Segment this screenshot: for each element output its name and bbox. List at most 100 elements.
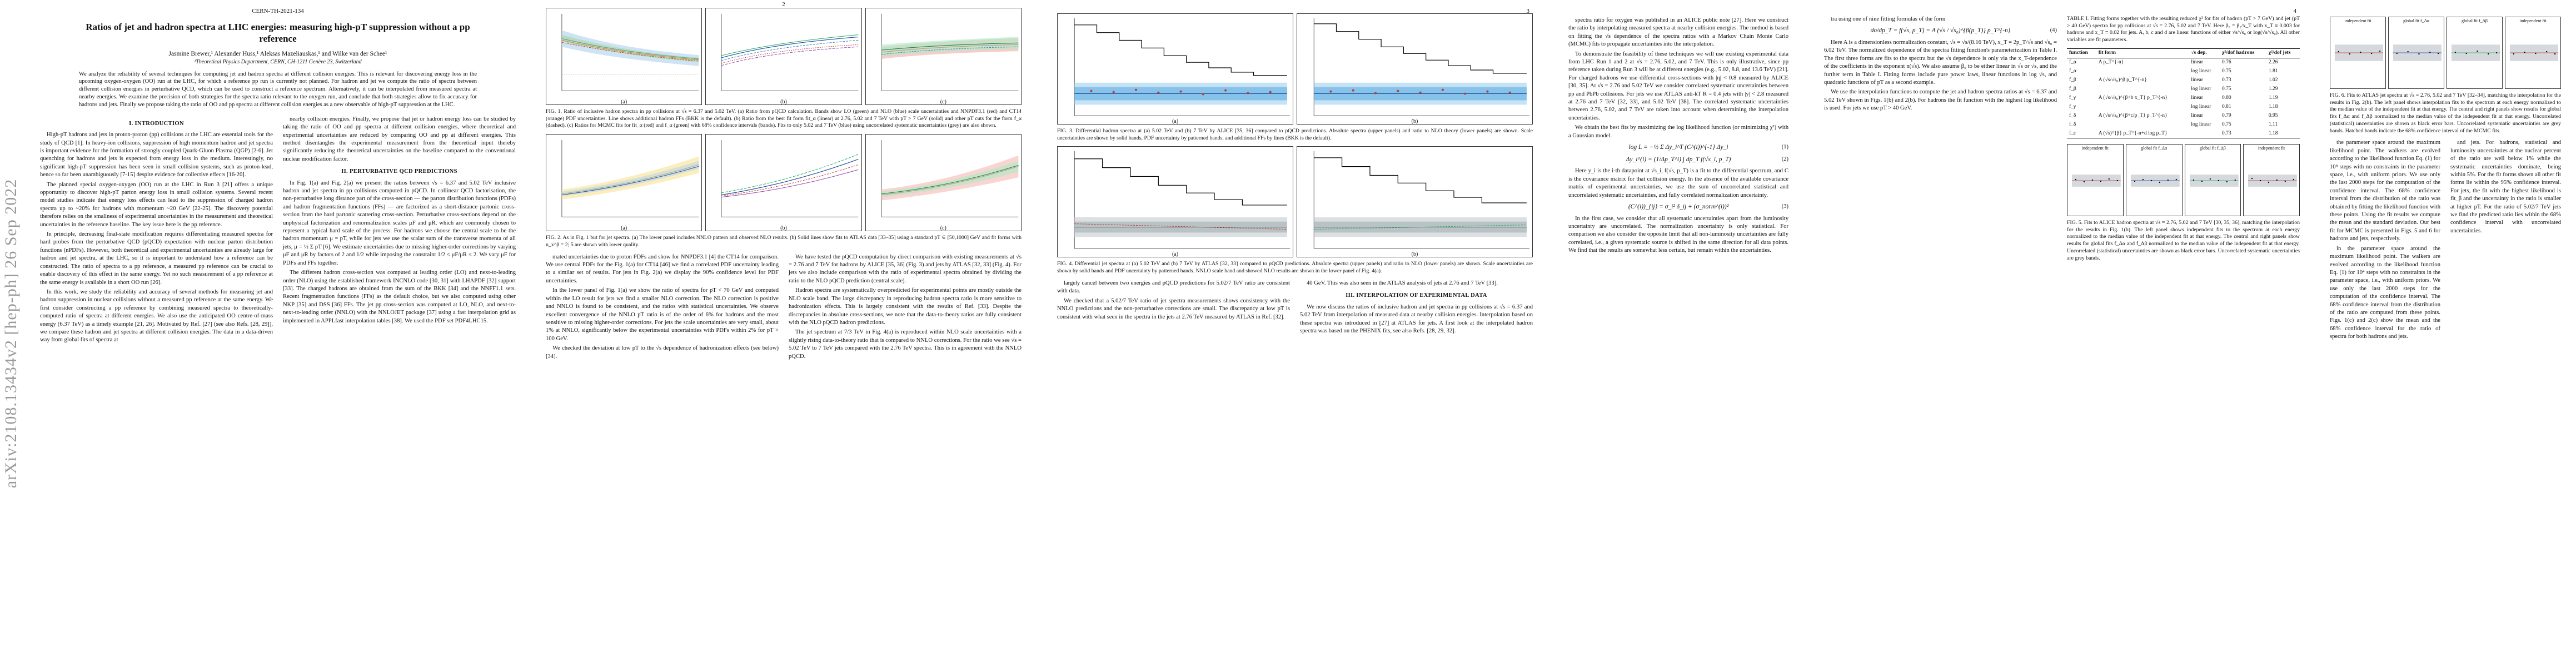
page1-col-left: I. INTRODUCTION High-pT hadrons and jets… — [40, 116, 273, 346]
panel-label: (a) — [1170, 251, 1180, 257]
table-cell: log linear — [2191, 103, 2211, 109]
paragraph: In principle, decreasing final-state mod… — [40, 231, 273, 286]
paragraph: tra using one of nine fitting formulas o… — [1831, 16, 1946, 22]
page-4: 4 tra using one of nine fitting formulas… — [1812, 0, 2312, 667]
page-3: 3 (a) — [1045, 0, 1545, 667]
panel-title: independent fit — [2519, 18, 2547, 23]
equation-number: (2) — [1781, 156, 1788, 162]
table-cell — [2096, 102, 2189, 111]
table-row: f_γ A (√s/√s₀)^{β+b x_T} p_T^{-n} linear 0.… — [2067, 93, 2300, 102]
fig5-panel-global-a: global fit f_Δα — [2125, 144, 2183, 216]
fig1-panel-b: (b) — [705, 8, 862, 105]
paragraph: In the first case, we consider that all … — [1568, 215, 1788, 254]
page4-col-right: TABLE I. Fitting forms together with the… — [2067, 16, 2300, 266]
panel-label: (b) — [779, 99, 789, 104]
authors: Jasmine Brewer,¹ Alexander Huss,¹ Aleksa… — [168, 50, 387, 57]
table-cell: A (√s/√s₀)^{β+c/p_T} p_T^{-n} — [2098, 112, 2168, 118]
page2-col-left: mated uncertainties due to proton PDFs a… — [546, 253, 779, 362]
table-cell: 1.29 — [2268, 86, 2278, 92]
paragraph: nearby collision energies. Finally, we p… — [283, 116, 516, 162]
page4-bottom-columns: the parameter space around the maximum l… — [2330, 139, 2561, 342]
table-cell: linear — [2191, 112, 2203, 118]
table-header-row: function fit form √s dep. χ²/dof hadrons… — [2067, 48, 2300, 58]
figure-4: (a) (b) — [1057, 146, 1533, 258]
table-cell: A (√s/√s₀)^β p_T^{-n} — [2098, 77, 2147, 83]
page1-columns: I. INTRODUCTION High-pT hadrons and jets… — [40, 116, 516, 346]
paragraph: High-pT hadrons and jets in proton-proto… — [40, 132, 273, 178]
panel-label: (a) — [619, 99, 629, 104]
page-4-right: independent fit global fit f_Δα global f… — [2318, 0, 2573, 667]
table-cell: 0.76 — [2221, 59, 2231, 66]
fig6-panel-independent: independent fit — [2330, 17, 2386, 89]
table-header: χ²/dof jets — [2268, 50, 2291, 56]
table-cell: f_β — [2069, 86, 2076, 92]
paragraph: mated uncertainties due to proton PDFs a… — [546, 253, 779, 284]
paragraph: We have tested the pQCD computation by d… — [789, 253, 1022, 284]
page-1-figures: (a) (b) (c) — [534, 0, 1034, 667]
table-row: f_ε A (√s)^{β} p_T^{-n+d log p_T} 0.73 1.18 — [2067, 129, 2300, 138]
fig1-panel-a: (a) — [546, 8, 702, 105]
table-cell — [2189, 129, 2220, 138]
page3-col-3: spectra ratio for oxygen was published i… — [1568, 17, 1788, 255]
equation-text: dσ/dp_T = f(√s, p_T) = A (√s / √s₀)^{β(p… — [1870, 27, 2011, 34]
page4-col-4: and jets. For hadrons, statistical and l… — [2450, 139, 2561, 342]
fig5-panel-independent: independent fit — [2067, 144, 2124, 216]
table-cell: 1.18 — [2268, 130, 2278, 136]
figure-4-caption: FIG. 4. Differential jet spectra at (a) … — [1057, 261, 1533, 275]
table-cell — [2096, 67, 2189, 76]
paragraph: We use the interpolation functions to co… — [1824, 89, 2057, 112]
panel-label: (c) — [938, 99, 948, 104]
table-cell: linear — [2191, 77, 2203, 83]
fig4-panel-a: (a) — [1057, 146, 1293, 258]
page-number: 2 — [782, 1, 785, 8]
equation-number: (1) — [1781, 144, 1788, 151]
paragraph: and jets. For hadrons, statistical and l… — [2450, 140, 2561, 234]
paragraph: In Fig. 1(a) and Fig. 2(a) we present th… — [283, 180, 516, 266]
table-cell: 0.81 — [2221, 103, 2231, 109]
table-cell: A p_T^{-n} — [2098, 59, 2124, 66]
paragraph: Here y_i is the i-th datapoint at √s_i, … — [1568, 168, 1788, 198]
figure-3-caption: FIG. 3. Differential hadron spectra at (… — [1057, 128, 1533, 141]
equation-text: Δy_i^(i) = (1/Δp_T^i) ∫ dp_T f(√s_i, p_T… — [1626, 156, 1731, 163]
section-2-heading: II. PERTURBATIVE QCD PREDICTIONS — [341, 168, 457, 175]
equation-3: (C^(i))_{ij} = σ_i² δ_ij + (σ_norm^(i))²… — [1568, 203, 1788, 212]
table-cell: 1.19 — [2268, 94, 2278, 101]
paper-title: Ratios of jet and hadron spectra at LHC … — [86, 22, 470, 44]
table-cell: linear — [2191, 94, 2203, 101]
table-row: f_β A (√s/√s₀)^β p_T^{-n} linear 0.73 1.02 — [2067, 76, 2300, 85]
page2-col-right: We have tested the pQCD computation by d… — [789, 253, 1022, 362]
page4-col-3: the parameter space around the maximum l… — [2330, 139, 2440, 342]
figure-5-caption: FIG. 5. Fits to ALICE hadron spectra at … — [2067, 220, 2300, 261]
page2-columns: mated uncertainties due to proton PDFs a… — [546, 253, 1022, 362]
figure-6-caption: FIG. 6. Fits to ATLAS jet spectra at √s … — [2330, 92, 2561, 134]
equation-number: (3) — [1781, 203, 1788, 210]
paragraph: spectra ratio for oxygen was published i… — [1568, 17, 1788, 48]
table-header: function — [2069, 50, 2088, 56]
paragraph: We checked the deviation at low pT to th… — [546, 345, 779, 360]
paragraph: the parameter space around the maximum l… — [2330, 140, 2440, 242]
table-cell — [2096, 120, 2189, 129]
fig5-panel-global-b: global fit f_Δβ — [2184, 144, 2241, 216]
page-number: 4 — [2293, 8, 2297, 14]
page4-columns: tra using one of nine fitting formulas o… — [1824, 16, 2300, 266]
table-header: χ²/dof hadrons — [2221, 50, 2255, 56]
arxiv-stamp: arXiv:2108.13434v2 [hep-ph] 26 Sep 2022 — [0, 0, 22, 667]
equation-number: (4) — [2050, 27, 2057, 34]
fit-table: function fit form √s dep. χ²/dof hadrons… — [2067, 48, 2300, 138]
page-1: CERN-TH-2021-134 Ratios of jet and hadro… — [28, 0, 528, 667]
paragraph: In the lower panel of Fig. 1(a) we show … — [546, 287, 779, 342]
panel-title: independent fit — [2258, 146, 2285, 151]
paragraph: In this work, we study the reliability a… — [40, 288, 273, 344]
paragraph: We checked that a 5.02/7 TeV ratio of je… — [1057, 297, 1290, 320]
table-cell: log linear — [2191, 121, 2211, 127]
fig5-panel-independent-2: independent fit — [2243, 144, 2300, 216]
table-cell: f_α — [2069, 59, 2076, 66]
table-cell: 1.02 — [2268, 77, 2278, 83]
table-row: f_δ A (√s/√s₀)^{β+c/p_T} p_T^{-n} linear 0.… — [2067, 111, 2300, 120]
table-row: f_δ log linear 0.75 1.11 — [2067, 120, 2300, 129]
table-cell: 1.81 — [2268, 68, 2278, 74]
table-cell: 0.75 — [2221, 86, 2231, 92]
fig2-panel-c: (c) — [865, 134, 1022, 232]
table-cell: f_δ — [2069, 112, 2076, 118]
fig4-panel-b: (b) — [1297, 146, 1533, 258]
